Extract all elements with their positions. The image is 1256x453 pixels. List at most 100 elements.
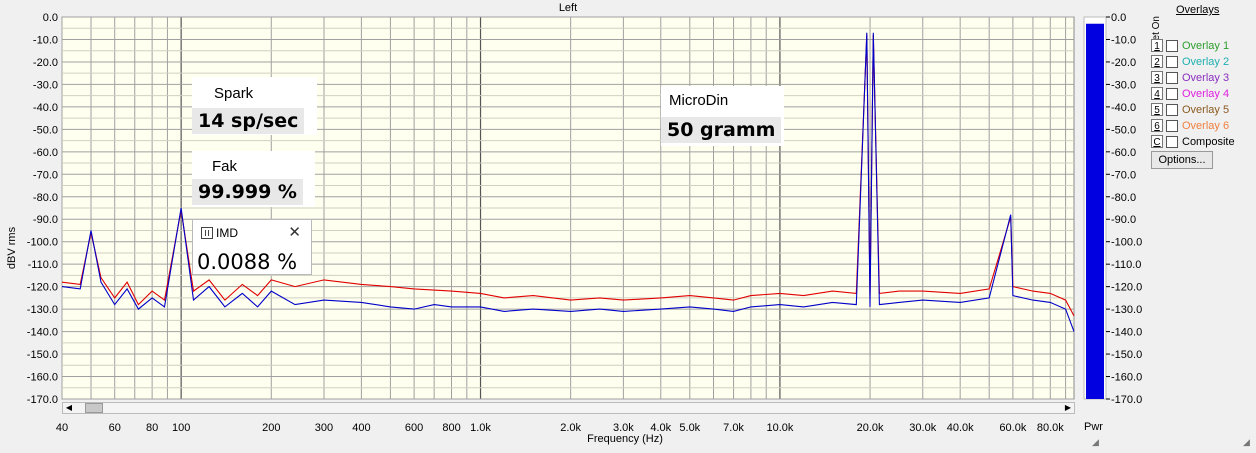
- overlay-name: Overlay 6: [1182, 119, 1230, 132]
- x-tick-label: 4.0k: [650, 422, 671, 434]
- level-meter-bar: [1086, 23, 1104, 399]
- x-tick-label: 3.0k: [613, 422, 634, 434]
- overlay-on-checkbox[interactable]: [1166, 103, 1178, 116]
- y-tick-label: -80.0: [33, 192, 58, 204]
- overlay-on-checkbox[interactable]: [1166, 71, 1178, 84]
- level-meter-ticks: 0.0 -10.0 -20.0 -30.0 -40.0 -50.0 -60.0 -70.0 -8…: [1106, 12, 1142, 406]
- overlay-name: Overlay 5: [1182, 103, 1230, 116]
- overlay-row[interactable]: 3 Overlay 3: [1151, 70, 1229, 85]
- x-tick-label: 100: [172, 422, 190, 434]
- spark-value: 14 sp/sec: [192, 108, 305, 134]
- microdin-readout: MicroDin 50 gramm: [661, 86, 784, 146]
- series-line-2: [61, 32, 1075, 332]
- meter-tick-label: -90.0: [1111, 214, 1136, 226]
- x-tick-label: 7.0k: [723, 422, 744, 434]
- overlay-on-checkbox[interactable]: [1166, 119, 1178, 132]
- x-tick-label: 1.0k: [470, 422, 491, 434]
- overlay-row[interactable]: 2 Overlay 2: [1151, 54, 1229, 69]
- overlay-row[interactable]: 6 Overlay 6: [1151, 118, 1229, 133]
- scroll-left-icon[interactable]: ◀: [63, 403, 75, 413]
- meter-icon: [201, 227, 213, 239]
- y-tick-label: -160.0: [27, 372, 58, 384]
- x-tick-label: 10.0k: [766, 422, 793, 434]
- meter-tick-label: -150.0: [1111, 349, 1142, 361]
- resize-grip-icon[interactable]: ◢: [1092, 437, 1099, 447]
- fak-readout: Fak 99.999 %: [192, 151, 315, 207]
- meter-tick-label: -110.0: [1111, 259, 1141, 271]
- x-axis-title: Frequency (Hz): [587, 433, 663, 445]
- x-tick-label: 400: [352, 422, 370, 434]
- overlay-name: Overlay 3: [1182, 71, 1230, 84]
- series-line-1: [61, 34, 1075, 317]
- imd-title: IMD: [216, 226, 238, 240]
- options-button[interactable]: Options...: [1151, 151, 1213, 169]
- horizontal-scrollbar[interactable]: ◀ ▶: [62, 402, 1075, 414]
- overlay-name: Overlay 1: [1182, 39, 1230, 52]
- close-icon[interactable]: ✕: [288, 224, 301, 241]
- x-tick-label: 80: [146, 422, 158, 434]
- y-tick-label: -70.0: [33, 169, 58, 181]
- spark-label: Spark: [214, 85, 254, 102]
- overlays-header: Overlays: [1176, 4, 1220, 16]
- overlay-set-button[interactable]: 1: [1151, 39, 1163, 52]
- meter-tick-label: -140.0: [1111, 327, 1142, 339]
- overlay-name: Composite: [1182, 135, 1235, 148]
- meter-tick-label: -20.0: [1111, 57, 1136, 69]
- overlay-on-checkbox[interactable]: [1166, 55, 1178, 68]
- scroll-right-icon[interactable]: ▶: [1062, 403, 1074, 413]
- overlay-on-checkbox[interactable]: [1166, 135, 1178, 148]
- scroll-thumb[interactable]: [85, 403, 103, 413]
- y-tick-label: -170.0: [27, 394, 58, 406]
- overlay-set-button[interactable]: 3: [1151, 71, 1163, 84]
- y-tick-label: -40.0: [33, 102, 58, 114]
- meter-tick-label: -80.0: [1111, 192, 1136, 204]
- x-tick-label: 80.0k: [1037, 422, 1064, 434]
- microdin-label: MicroDin: [669, 92, 729, 109]
- y-tick-label: -10.0: [33, 34, 58, 46]
- microdin-value: 50 gramm: [661, 117, 782, 143]
- x-tick-label: 600: [405, 422, 423, 434]
- x-tick-label: 60: [109, 422, 121, 434]
- overlay-on-checkbox[interactable]: [1166, 39, 1178, 52]
- y-tick-label: -110.0: [28, 259, 58, 271]
- x-tick-label: 20.0k: [857, 422, 884, 434]
- x-tick-label: 5.0k: [679, 422, 700, 434]
- x-tick-label: 60.0k: [999, 422, 1026, 434]
- meter-tick-label: -130.0: [1111, 304, 1142, 316]
- meter-tick-label: -160.0: [1111, 372, 1142, 384]
- overlay-row[interactable]: 4 Overlay 4: [1151, 86, 1229, 101]
- meter-tick-label: -70.0: [1111, 169, 1136, 181]
- overlay-on-checkbox[interactable]: [1166, 87, 1178, 100]
- overlay-row[interactable]: 1 Overlay 1: [1151, 38, 1229, 53]
- overlay-set-button[interactable]: 4: [1151, 87, 1163, 100]
- x-tick-label: 40: [56, 422, 68, 434]
- overlay-set-button[interactable]: 6: [1151, 119, 1163, 132]
- y-tick-label: -20.0: [33, 57, 58, 69]
- overlay-row[interactable]: C Composite: [1151, 134, 1235, 149]
- overlay-set-button[interactable]: 5: [1151, 103, 1163, 116]
- meter-tick-label: -50.0: [1111, 124, 1136, 136]
- imd-window: IMD ✕ 0.0088 %: [192, 219, 312, 275]
- resize-grip-icon[interactable]: ◢: [1243, 437, 1250, 447]
- fak-label: Fak: [212, 158, 238, 175]
- y-tick-label: -90.0: [33, 214, 58, 226]
- fak-value: 99.999 %: [192, 179, 303, 205]
- x-tick-label: 800: [442, 422, 460, 434]
- meter-tick-label: -30.0: [1111, 79, 1136, 91]
- y-tick-label: -30.0: [33, 79, 58, 91]
- overlay-name: Overlay 4: [1182, 87, 1230, 100]
- x-tick-labels: 40 60 80 100 200 300 400 600 800 1.0k 2.0k 3.0k 4.0k…: [56, 422, 1064, 434]
- overlay-set-button[interactable]: 2: [1151, 55, 1163, 68]
- spark-readout: Spark 14 sp/sec: [192, 77, 317, 135]
- overlay-set-button[interactable]: C: [1151, 135, 1163, 148]
- imd-value: 0.0088 %: [197, 250, 298, 274]
- overlay-row[interactable]: 5 Overlay 5: [1151, 102, 1229, 117]
- x-tick-label: 200: [262, 422, 280, 434]
- chart-title: Left: [559, 2, 577, 14]
- y-tick-label: 0.0: [43, 12, 58, 24]
- y-tick-label: -140.0: [27, 327, 58, 339]
- x-tick-label: 30.0k: [909, 422, 936, 434]
- meter-tick-label: -10.0: [1111, 34, 1136, 46]
- x-tick-label: 300: [315, 422, 333, 434]
